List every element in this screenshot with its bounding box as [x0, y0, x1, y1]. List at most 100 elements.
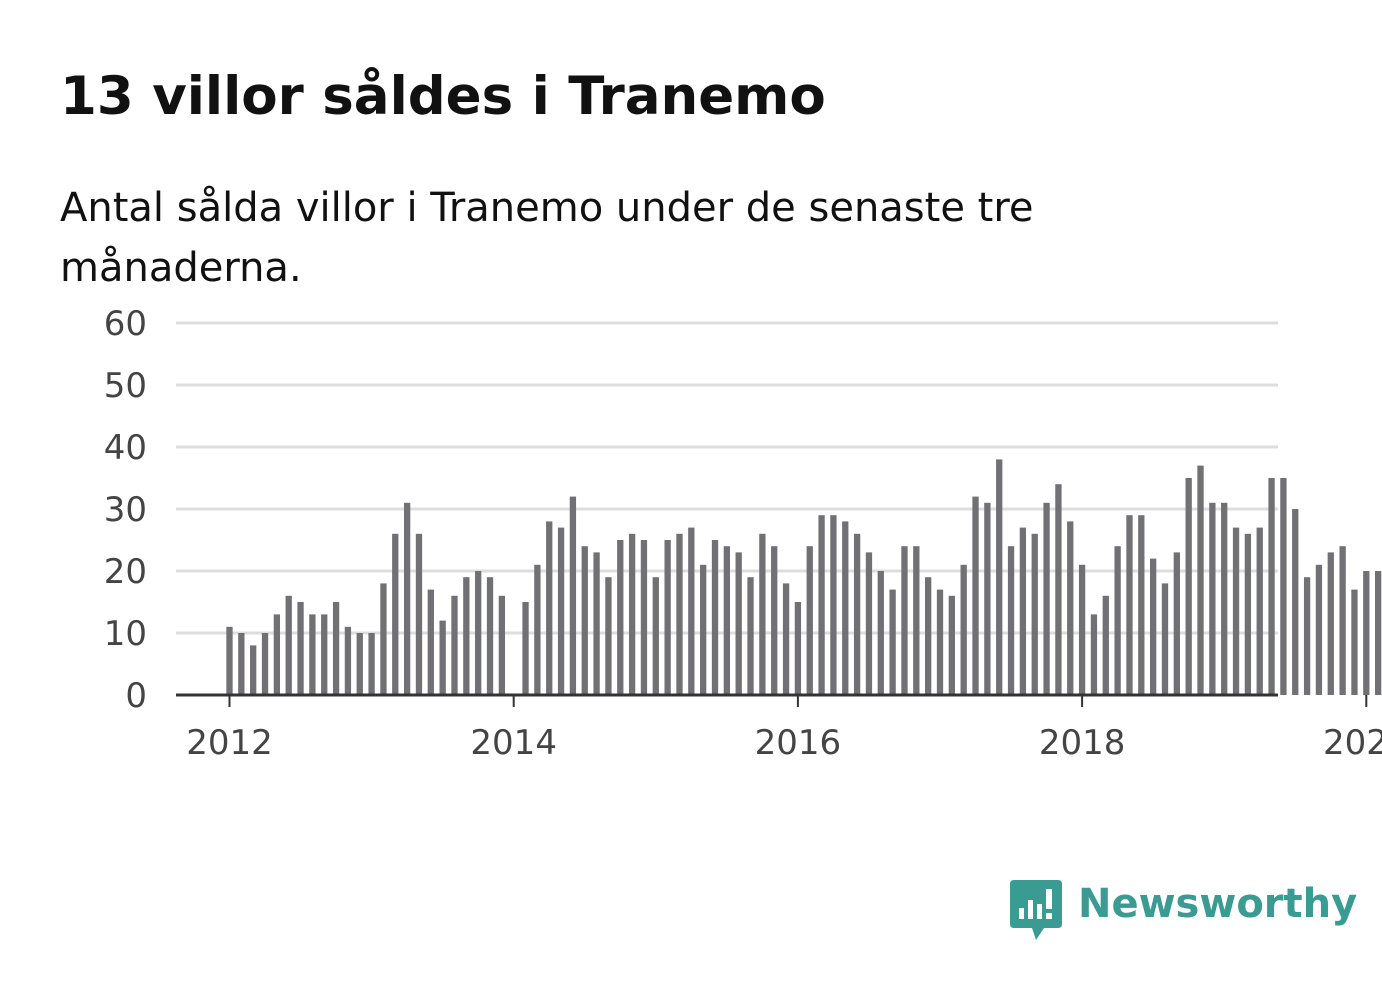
bar: [936, 589, 944, 695]
y-tick-label: 60: [104, 304, 147, 344]
bar: [1161, 583, 1169, 695]
x-tick-label: 2018: [1039, 723, 1126, 763]
bar: [782, 583, 790, 695]
y-tick-label: 40: [104, 428, 147, 468]
bar: [972, 496, 979, 695]
bar: [676, 533, 683, 695]
bar: [392, 533, 399, 695]
bar: [628, 533, 636, 695]
bar: [960, 564, 967, 695]
chart-subtitle: Antal sålda villor i Tranemo under de se…: [60, 185, 1034, 291]
bar: [498, 595, 506, 695]
bar: [1102, 595, 1109, 695]
y-tick-label: 10: [104, 614, 147, 654]
bar: [1114, 546, 1121, 695]
bar: [747, 577, 754, 695]
bar: [344, 626, 352, 695]
bar: [1055, 484, 1062, 695]
bar: [557, 527, 565, 695]
bar: [569, 496, 577, 695]
bar: [735, 552, 742, 695]
x-axis: [176, 693, 1368, 707]
bar: [415, 533, 423, 695]
bar: [1209, 502, 1216, 695]
bar: [522, 602, 529, 695]
bar: [901, 546, 908, 695]
bar: [794, 602, 802, 695]
bar: [238, 633, 245, 695]
bar: [297, 602, 304, 695]
bar: [664, 540, 671, 695]
bar: [925, 577, 932, 695]
bar: [853, 533, 861, 695]
bar: [1374, 571, 1382, 695]
bar: [1078, 564, 1086, 695]
bar: [818, 515, 825, 695]
bar: [1303, 577, 1311, 695]
y-tick-label: 20: [104, 552, 147, 592]
chart-title: 13 villor såldes i Tranemo: [60, 66, 826, 127]
bars: [226, 459, 1382, 695]
bar: [226, 626, 233, 695]
x-tick-label: 2012: [186, 723, 273, 763]
bar: [463, 577, 470, 695]
bar: [1150, 558, 1157, 695]
bar: [913, 546, 920, 695]
bar: [427, 589, 434, 695]
bar: [842, 521, 849, 695]
bar: [475, 571, 482, 695]
bar: [984, 502, 991, 695]
bar: [1197, 465, 1204, 695]
bar: [711, 540, 719, 695]
bar: [700, 564, 707, 695]
y-axis-labels: 0 10 20 30 40 50 60: [104, 304, 147, 716]
bar: [451, 595, 458, 695]
bar: [652, 577, 659, 695]
bar: [688, 527, 695, 695]
bar: [356, 633, 363, 695]
bar: [759, 533, 766, 695]
bar: [1185, 478, 1192, 695]
bar: [1090, 614, 1098, 695]
bar: [1363, 571, 1370, 695]
y-tick-label: 50: [104, 366, 147, 406]
bar: [403, 502, 411, 695]
bar: [1126, 515, 1133, 695]
bar: [1280, 478, 1287, 695]
newsworthy-logo-icon: [1010, 880, 1062, 940]
x-tick-label: 2020: [1323, 723, 1382, 763]
newsworthy-logo: Newsworthy: [1010, 878, 1357, 944]
bar: [1031, 533, 1038, 695]
bar: [309, 614, 316, 695]
bar: [1007, 546, 1015, 695]
bar: [605, 577, 612, 695]
bar: [261, 633, 269, 695]
bar: [273, 614, 281, 695]
bar: [617, 540, 624, 695]
bar: [1138, 515, 1145, 695]
bar: [1067, 521, 1074, 695]
bar: [771, 546, 778, 695]
bar: [534, 564, 541, 695]
bar: [1232, 527, 1240, 695]
brand-name: Newsworthy: [1078, 881, 1358, 927]
bar: [581, 546, 588, 695]
bar: [865, 552, 873, 695]
bar: [1256, 527, 1263, 695]
bar: [593, 552, 600, 695]
bar: [723, 546, 730, 695]
y-tick-label: 30: [104, 490, 147, 530]
y-tick-label: 0: [125, 676, 147, 716]
bar: [1339, 546, 1346, 695]
bar: [806, 546, 813, 695]
bar: [889, 589, 896, 695]
bar: [996, 459, 1003, 695]
bar: [1292, 509, 1299, 695]
bar: [948, 595, 955, 695]
bar: [250, 645, 257, 695]
bar: [368, 633, 375, 695]
bar: [439, 620, 446, 695]
bar: [1173, 552, 1180, 695]
bar: [1221, 502, 1228, 695]
